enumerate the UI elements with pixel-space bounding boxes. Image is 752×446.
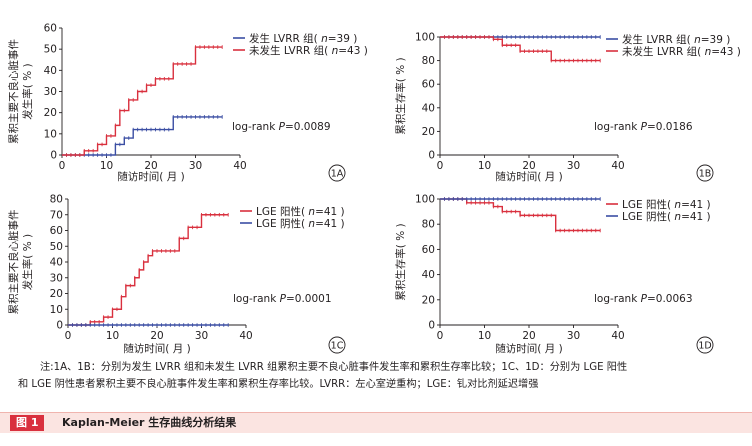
x-tick-label: 0 xyxy=(437,160,444,172)
x-tick-label: 0 xyxy=(65,330,72,342)
legend-label-1: LGE 阳性( n=41 ) xyxy=(622,198,711,211)
panel-badge-label: 1B xyxy=(699,169,712,180)
series-line-1 xyxy=(62,116,223,156)
legend-label-2: 未发生 LVRR 组( n=43 ) xyxy=(249,44,368,57)
x-tick-label: 10 xyxy=(106,330,119,342)
y-tick-label: 60 xyxy=(50,225,63,237)
chart-panel-1b: 0 10 20 30 40 0 20 40 60 80 100 随访时间( 月 ) 累积生存率( % )… xyxy=(394,32,741,184)
y-axis-label: 发生率( % ) xyxy=(21,63,34,119)
x-tick-label: 40 xyxy=(239,330,252,342)
y-tick-label: 0 xyxy=(428,320,435,332)
x-tick-label: 30 xyxy=(567,160,580,172)
x-axis-label: 随访时间( 月 ) xyxy=(495,170,562,183)
y-axis-label: 累积主要不良心脏事件 xyxy=(7,39,20,144)
y-tick-label: 40 xyxy=(422,102,435,114)
chart-panel-1c: 0 10 20 30 40 0 10 20 30 40 50 60 70 80 随访时间( 月 ) 累积主要不… xyxy=(7,194,346,355)
x-tick-label: 20 xyxy=(522,330,535,342)
y-tick-label: 20 xyxy=(422,126,435,138)
x-tick-label: 40 xyxy=(611,330,624,342)
y-tick-label: 80 xyxy=(50,194,63,206)
log-rank-annotation: log-rank P=0.0001 xyxy=(233,293,332,305)
note-line-1: 注:1A、1B：分别为发生 LVRR 组和未发生 LVRR 组累积主要不良心脏事… xyxy=(40,362,628,373)
y-tick-label: 10 xyxy=(50,304,63,316)
y-tick-label: 30 xyxy=(44,86,57,98)
y-tick-label: 60 xyxy=(422,244,435,256)
chart-panel-1a: 0 10 20 30 40 0 10 20 30 40 50 60 随访时间( 月 ) 累积主要不良心脏事… xyxy=(7,23,368,184)
y-tick-label: 20 xyxy=(44,107,57,119)
series-line-1 xyxy=(68,214,229,326)
legend-label-1: LGE 阳性( n=41 ) xyxy=(256,205,345,218)
x-tick-label: 20 xyxy=(522,160,535,172)
panel-badge-circle xyxy=(328,336,346,354)
series-line-2 xyxy=(62,46,223,156)
x-tick-label: 0 xyxy=(437,330,444,342)
y-tick-label: 50 xyxy=(50,241,63,253)
x-tick-label: 40 xyxy=(611,160,624,172)
legend-label-2: 未发生 LVRR 组( n=43 ) xyxy=(622,45,741,58)
y-tick-label: 60 xyxy=(422,79,435,91)
y-tick-label: 60 xyxy=(44,23,57,35)
panel-badge-label: 1D xyxy=(698,341,711,352)
y-tick-label: 80 xyxy=(422,219,435,231)
y-axis-label: 发生率( % ) xyxy=(21,234,34,290)
y-axis-label: 累积生存率( % ) xyxy=(394,223,407,300)
y-tick-label: 40 xyxy=(50,257,63,269)
caption-tag: 图 1 xyxy=(10,415,45,431)
y-tick-label: 10 xyxy=(44,128,57,140)
y-tick-label: 20 xyxy=(50,288,63,300)
y-tick-label: 0 xyxy=(428,150,435,162)
x-tick-label: 20 xyxy=(144,160,157,172)
x-tick-label: 30 xyxy=(195,330,208,342)
log-rank-annotation: log-rank P=0.0063 xyxy=(594,293,693,305)
legend-label-1: 发生 LVRR 组( n=39 ) xyxy=(622,33,730,46)
y-tick-label: 50 xyxy=(44,44,57,56)
y-axis-label: 累积生存率( % ) xyxy=(394,57,407,134)
x-tick-label: 10 xyxy=(100,160,113,172)
y-tick-label: 100 xyxy=(415,194,435,206)
log-rank-annotation: log-rank P=0.0186 xyxy=(594,121,693,133)
x-tick-label: 0 xyxy=(59,160,66,172)
x-axis-label: 随访时间( 月 ) xyxy=(495,342,562,355)
y-tick-label: 30 xyxy=(50,272,63,284)
figure-caption: 图 1 Kaplan-Meier 生存曲线分析结果 xyxy=(0,412,752,433)
y-tick-label: 0 xyxy=(56,320,63,332)
panel-badge-circle xyxy=(696,336,714,354)
note-line-2: 和 LGE 阴性患者累积主要不良心脏事件发生率和累积生存率比较。LVRR：左心室… xyxy=(18,379,539,390)
x-tick-label: 30 xyxy=(567,330,580,342)
panel-badge-circle xyxy=(328,164,346,182)
y-tick-label: 20 xyxy=(422,294,435,306)
x-axis-label: 随访时间( 月 ) xyxy=(117,170,184,183)
panel-badge-label: 1C xyxy=(331,341,344,352)
y-tick-label: 80 xyxy=(422,55,435,67)
y-tick-label: 0 xyxy=(50,150,57,162)
x-tick-label: 30 xyxy=(189,160,202,172)
x-tick-label: 10 xyxy=(478,160,491,172)
legend-label-1: 发生 LVRR 组( n=39 ) xyxy=(249,32,357,45)
y-axis-label: 累积主要不良心脏事件 xyxy=(7,210,20,315)
log-rank-annotation: log-rank P=0.0089 xyxy=(232,121,331,133)
x-tick-label: 20 xyxy=(150,330,163,342)
kaplan-meier-figure: 0 10 20 30 40 0 10 20 30 40 50 60 随访时间( 月 ) 累积主要不良心脏事… xyxy=(7,23,741,356)
y-tick-label: 70 xyxy=(50,209,63,221)
series-line-2 xyxy=(440,36,601,62)
x-tick-label: 10 xyxy=(478,330,491,342)
figure-note: 注:1A、1B：分别为发生 LVRR 组和未发生 LVRR 组累积主要不良心脏事… xyxy=(18,359,740,393)
legend-label-2: LGE 阴性( n=41 ) xyxy=(622,210,711,223)
panel-badge-circle xyxy=(696,164,714,182)
chart-panel-1d: 0 10 20 30 40 0 20 40 60 80 100 随访时间( 月 ) 累积生存率( % )… xyxy=(394,194,714,355)
x-tick-label: 40 xyxy=(233,160,246,172)
panel-badge-label: 1A xyxy=(331,169,344,180)
x-axis-label: 随访时间( 月 ) xyxy=(123,342,190,355)
y-tick-label: 100 xyxy=(415,32,435,44)
legend-label-2: LGE 阴性( n=41 ) xyxy=(256,217,345,230)
y-tick-label: 40 xyxy=(44,65,57,77)
y-tick-label: 40 xyxy=(422,269,435,281)
caption-text: Kaplan-Meier 生存曲线分析结果 xyxy=(62,416,237,429)
